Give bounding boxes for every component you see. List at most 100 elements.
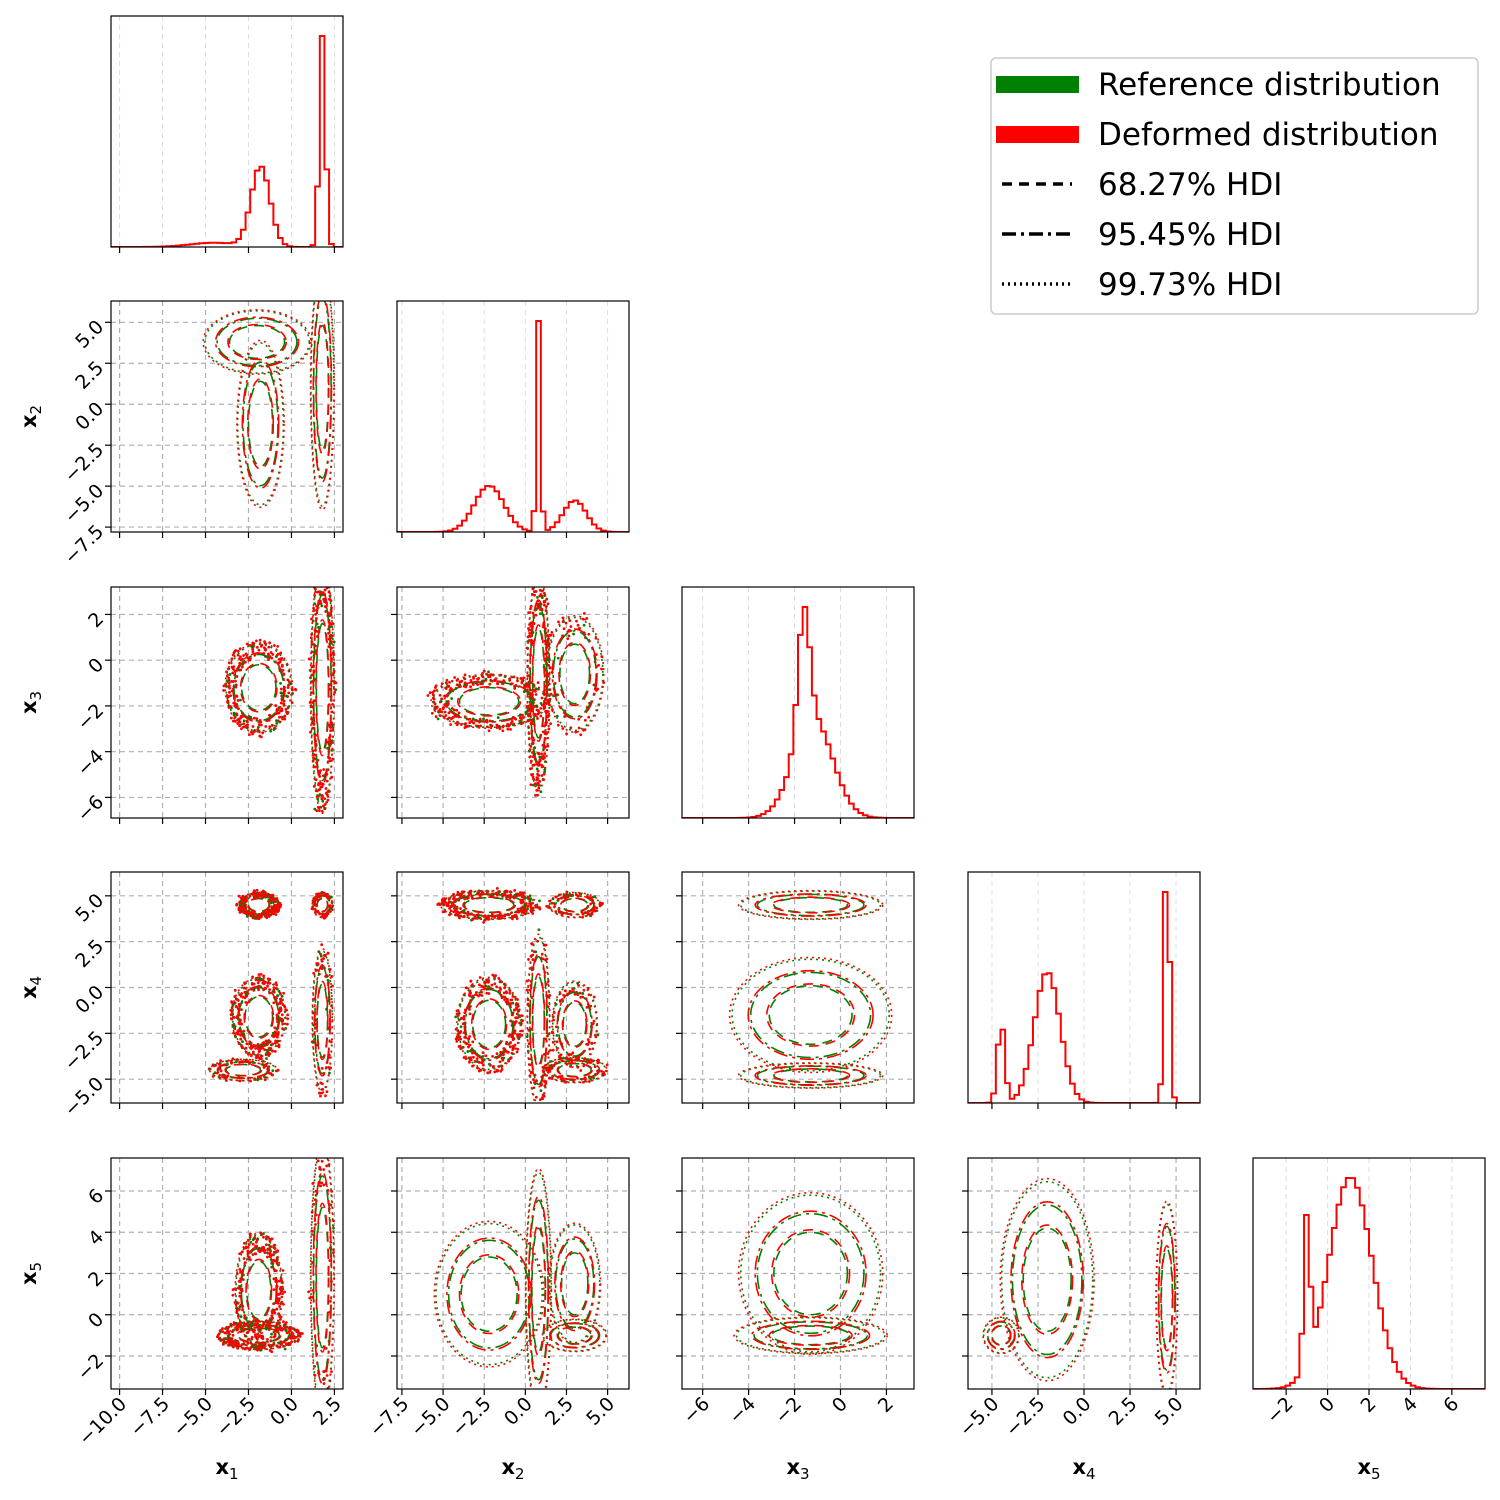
hdi-contour — [218, 1320, 299, 1350]
scatter-point — [238, 910, 242, 914]
scatter-point — [317, 570, 320, 573]
scatter-point — [456, 720, 459, 724]
scatter-point — [493, 1070, 497, 1074]
hdi-contour — [549, 1059, 601, 1081]
hdi-contour — [234, 1232, 284, 1348]
scatter-point — [458, 680, 462, 684]
scatter-point — [597, 1059, 601, 1062]
scatter-point — [487, 729, 491, 733]
hdi-contour — [559, 643, 591, 705]
hdi-contour — [1160, 1244, 1174, 1352]
hdi-contour — [531, 973, 546, 1068]
y-axis-label-x2: x2 — [17, 405, 45, 428]
x-tick-label: 2 — [1356, 1393, 1380, 1417]
scatter-point — [462, 1056, 466, 1059]
grid-lines — [682, 872, 914, 1103]
hdi-contour — [529, 953, 548, 1088]
scatter-point — [475, 916, 479, 920]
x-tick-label: −2 — [1262, 1393, 1297, 1428]
scatter-point — [247, 658, 251, 662]
scatter-point — [447, 900, 451, 904]
x-tick-label: −5.0 — [406, 1393, 454, 1441]
hdi-contour — [773, 1068, 849, 1083]
scatter-point — [448, 913, 451, 917]
scatter-point — [507, 1059, 511, 1063]
scatter-point — [509, 1019, 513, 1023]
scatter-point — [508, 678, 512, 682]
scatter-point — [583, 718, 587, 722]
scatter-point — [242, 986, 246, 990]
scatter-point — [280, 707, 284, 711]
x-tick-label: −2.5 — [448, 1393, 496, 1441]
scatter-point — [537, 928, 541, 932]
hdi-contour — [247, 897, 271, 913]
scatter-point — [313, 594, 317, 597]
scatter-point — [262, 1321, 266, 1325]
scatter-point — [549, 722, 552, 726]
scatter-point — [235, 694, 239, 698]
scatter-point — [250, 982, 254, 986]
scatter-point — [254, 1047, 258, 1050]
y-axis-label-x5: x5 — [17, 1262, 45, 1285]
scatter-point — [536, 793, 540, 797]
scatter-point — [469, 1049, 472, 1053]
y-tick-label: 0.0 — [71, 398, 108, 435]
grid-lines — [111, 587, 343, 818]
scatter-point — [494, 974, 498, 977]
scatter-point — [325, 1131, 328, 1134]
scatter-point — [513, 888, 517, 892]
scatter-point — [282, 991, 286, 995]
scatter-point — [532, 590, 536, 594]
hdi-contour — [773, 896, 849, 914]
scatter-point — [277, 1293, 281, 1296]
hdi-contour — [456, 686, 522, 717]
scatter-point — [307, 1290, 311, 1294]
hdi-contour — [204, 310, 311, 374]
scatter-point — [319, 1184, 323, 1188]
y-tick-label: 2 — [84, 608, 108, 632]
hdi-contour — [1022, 1227, 1072, 1333]
panel-2-1: −7.5−5.0−2.5 0.0 2.5 5.0 — [60, 300, 344, 569]
y-tick-label: −4 — [73, 745, 108, 780]
scatter-point — [536, 572, 539, 575]
scatter-point — [539, 1089, 543, 1093]
scatter-point — [481, 1051, 485, 1055]
hdi-contour — [731, 958, 890, 1072]
scatter-point — [515, 917, 519, 921]
scatter-point — [243, 660, 247, 664]
scatter-point — [536, 681, 540, 685]
x-tick-label: 5.0 — [582, 1393, 619, 1430]
hdi-contour — [309, 1158, 335, 1389]
scatter-point — [322, 1183, 326, 1187]
scatter-point — [287, 691, 291, 695]
scatter-point — [600, 1069, 603, 1073]
scatter-point — [585, 1005, 589, 1009]
scatter-point — [314, 778, 318, 782]
scatter-point — [325, 1164, 329, 1168]
scatter-point — [276, 708, 280, 711]
scatter-point — [459, 1030, 463, 1033]
scatter-point — [499, 993, 503, 997]
scatter-point — [581, 992, 585, 995]
scatter-point — [252, 1238, 255, 1241]
scatter-point — [487, 992, 491, 995]
scatter-point — [237, 719, 241, 723]
scatter-point — [238, 1079, 242, 1083]
y-tick-label: −5.0 — [60, 480, 108, 528]
scatter-point — [535, 578, 538, 581]
hdi-contour — [226, 1323, 291, 1348]
scatter-point — [502, 724, 505, 728]
scatter-point — [261, 731, 265, 735]
scatter-point — [257, 1335, 261, 1338]
scatter-point — [275, 983, 278, 987]
scatter-point — [466, 1050, 470, 1053]
x-axis-label-x1: x1 — [215, 1455, 238, 1483]
panel-5-5: −2 0 2 4 6 — [1252, 1157, 1486, 1428]
scatter-point — [533, 746, 537, 750]
scatter-point — [561, 616, 565, 620]
scatter-point — [485, 991, 489, 995]
hdi-contour — [542, 1057, 607, 1083]
scatter-point — [320, 782, 324, 786]
scatter-point — [267, 645, 271, 649]
